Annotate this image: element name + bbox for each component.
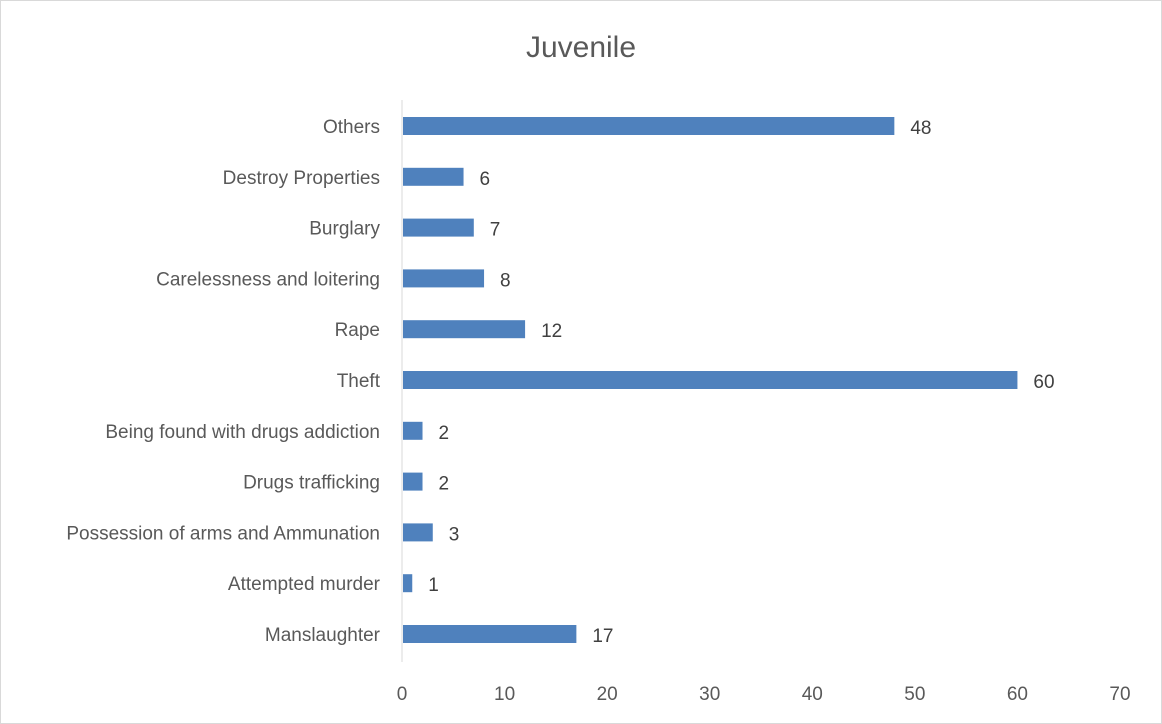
x-tick-label: 0 — [397, 684, 408, 705]
category-label: Burglary — [309, 219, 380, 240]
chart-title: Juvenile — [525, 31, 637, 64]
category-label: Theft — [337, 371, 381, 392]
bar — [403, 523, 433, 542]
category-label: Rape — [335, 320, 380, 341]
data-label: 17 — [592, 626, 613, 647]
data-label: 1 — [428, 575, 439, 596]
bars-layer — [401, 100, 1018, 662]
x-tick-label: 30 — [699, 684, 720, 705]
category-label: Destroy Properties — [223, 168, 380, 189]
data-label: 2 — [439, 474, 450, 495]
bar — [403, 472, 423, 491]
category-label: Carelessness and loitering — [156, 269, 380, 290]
category-label: Attempted murder — [228, 574, 381, 595]
bar — [403, 320, 526, 339]
category-label: Drugs trafficking — [243, 473, 380, 494]
bar — [403, 117, 895, 135]
bar — [403, 269, 485, 288]
data-label: 48 — [910, 118, 931, 139]
category-label: Possession of arms and Ammunation — [66, 523, 380, 544]
data-label: 3 — [449, 524, 460, 545]
data-label: 7 — [490, 220, 501, 241]
data-label: 2 — [439, 423, 450, 444]
x-tick-label: 70 — [1109, 684, 1130, 705]
x-tick-label: 60 — [1007, 684, 1028, 705]
x-tick-label: 50 — [904, 684, 925, 705]
labels-layer: Others 48 Destroy Properties 6 Burglary 7 Care… — [66, 117, 1130, 705]
data-label: 60 — [1033, 372, 1054, 393]
bar — [403, 218, 474, 237]
category-label: Others — [323, 117, 380, 138]
data-label: 6 — [480, 169, 491, 190]
x-tick-label: 20 — [597, 684, 618, 705]
bar — [403, 167, 464, 186]
bar — [403, 421, 423, 440]
data-label: 8 — [500, 270, 511, 291]
data-label: 12 — [541, 321, 562, 342]
x-tick-label: 10 — [494, 684, 515, 705]
category-label: Being found with drugs addiction — [105, 422, 380, 443]
bar — [403, 574, 413, 593]
bar — [403, 625, 577, 643]
x-tick-label: 40 — [802, 684, 823, 705]
bar — [403, 371, 1018, 389]
category-label: Manslaughter — [265, 625, 381, 646]
